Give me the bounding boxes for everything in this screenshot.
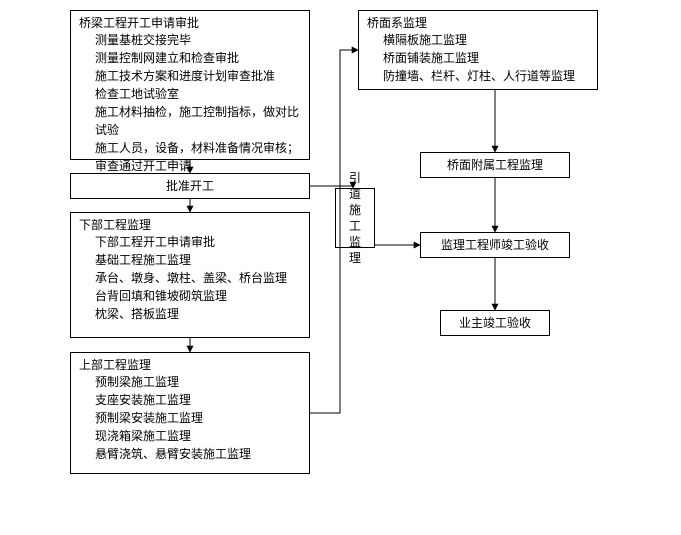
item: 横隔板施工监理 xyxy=(383,31,589,49)
item: 支座安装施工监理 xyxy=(95,391,301,409)
item: 预制梁安装施工监理 xyxy=(95,409,301,427)
node-items: 下部工程开工申请审批 基础工程施工监理 承台、墩身、墩柱、盖梁、桥台监理 台背回… xyxy=(71,233,309,327)
node-items: 测量基桩交接完毕 测量控制网建立和检查审批 施工技术方案和进度计划审查批准 检查… xyxy=(71,31,309,179)
item: 基础工程施工监理 xyxy=(95,251,301,269)
item: 检查工地试验室 xyxy=(95,85,301,103)
node-engineer-acceptance: 监理工程师竣工验收 xyxy=(420,232,570,258)
flowchart-canvas: 桥梁工程开工申请审批 测量基桩交接完毕 测量控制网建立和检查审批 施工技术方案和… xyxy=(0,0,681,535)
item: 下部工程开工申请审批 xyxy=(95,233,301,251)
item: 测量基桩交接完毕 xyxy=(95,31,301,49)
node-label: 引道施工监理 xyxy=(348,170,362,266)
node-label: 桥面附属工程监理 xyxy=(447,157,543,173)
node-title: 桥梁工程开工申请审批 xyxy=(71,11,309,31)
item: 施工材料抽检，施工控制指标，做对比试验 xyxy=(95,103,301,139)
node-owner-acceptance: 业主竣工验收 xyxy=(440,310,550,336)
item: 测量控制网建立和检查审批 xyxy=(95,49,301,67)
item: 承台、墩身、墩柱、盖梁、桥台监理 xyxy=(95,269,301,287)
item: 预制梁施工监理 xyxy=(95,373,301,391)
node-bridge-start-approval: 桥梁工程开工申请审批 测量基桩交接完毕 测量控制网建立和检查审批 施工技术方案和… xyxy=(70,10,310,160)
node-title: 下部工程监理 xyxy=(71,213,309,233)
item: 枕梁、搭板监理 xyxy=(95,305,301,323)
item: 防撞墙、栏杆、灯柱、人行道等监理 xyxy=(383,67,589,85)
node-approve-start: 批准开工 xyxy=(70,173,310,199)
node-upper-supervision: 上部工程监理 预制梁施工监理 支座安装施工监理 预制梁安装施工监理 现浇箱梁施工… xyxy=(70,352,310,474)
node-approach-road-supervision: 引道施工监理 xyxy=(335,188,375,248)
node-title: 上部工程监理 xyxy=(71,353,309,373)
item: 现浇箱梁施工监理 xyxy=(95,427,301,445)
node-label: 业主竣工验收 xyxy=(459,315,531,331)
node-label: 监理工程师竣工验收 xyxy=(441,237,549,253)
node-title: 桥面系监理 xyxy=(359,11,597,31)
item: 施工人员，设备，材料准备情况审核；审查通过开工申请 xyxy=(95,139,301,175)
node-items: 预制梁施工监理 支座安装施工监理 预制梁安装施工监理 现浇箱梁施工监理 悬臂浇筑… xyxy=(71,373,309,467)
node-items: 横隔板施工监理 桥面铺装施工监理 防撞墙、栏杆、灯柱、人行道等监理 xyxy=(359,31,597,89)
item: 悬臂浇筑、悬臂安装施工监理 xyxy=(95,445,301,463)
node-label: 批准开工 xyxy=(166,178,214,194)
node-deck-appurtenances: 桥面附属工程监理 xyxy=(420,152,570,178)
node-lower-supervision: 下部工程监理 下部工程开工申请审批 基础工程施工监理 承台、墩身、墩柱、盖梁、桥… xyxy=(70,212,310,338)
node-deck-system-supervision: 桥面系监理 横隔板施工监理 桥面铺装施工监理 防撞墙、栏杆、灯柱、人行道等监理 xyxy=(358,10,598,90)
item: 桥面铺装施工监理 xyxy=(383,49,589,67)
item: 施工技术方案和进度计划审查批准 xyxy=(95,67,301,85)
item: 台背回填和锥坡砌筑监理 xyxy=(95,287,301,305)
